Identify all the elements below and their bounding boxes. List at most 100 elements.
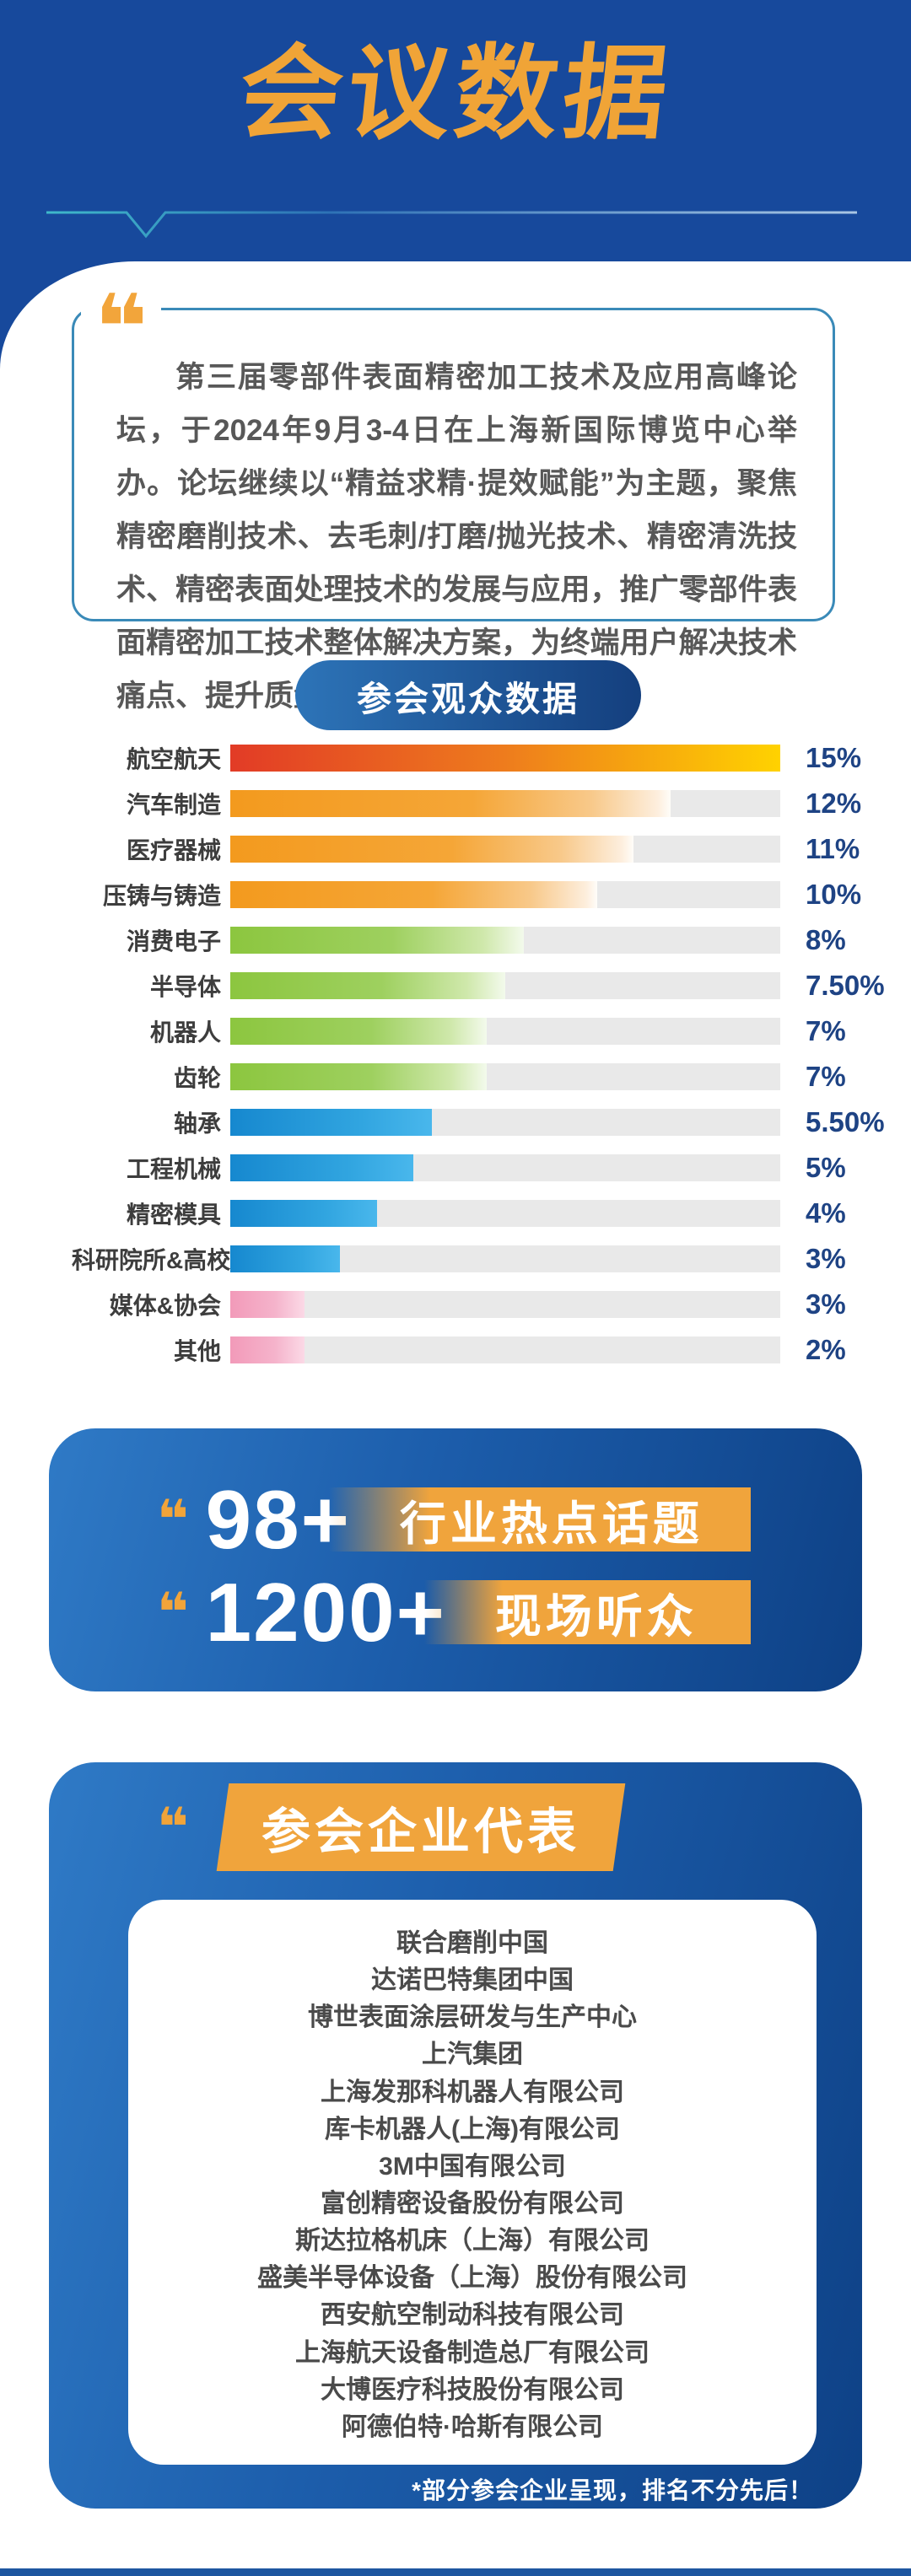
chart-row-bar	[230, 1063, 488, 1090]
company-name: 联合磨削中国	[396, 1929, 548, 1958]
chart-row-label: 航空航天	[126, 746, 221, 772]
intro-paragraph: 第三届零部件表面精密加工技术及应用高峰论坛，于2024年9月3-4日在上海新国际…	[116, 361, 797, 713]
chart-row-label: 媒体&协会	[109, 1293, 221, 1319]
chart-row: 科研院所&高校 3%	[72, 1243, 865, 1274]
company-name: 达诺巴特集团中国	[371, 1966, 574, 1995]
chart-row-value: 15%	[806, 742, 862, 773]
chart-row-value: 11%	[806, 833, 860, 864]
chart-row-value: 7%	[806, 1015, 846, 1046]
chart-row-bar	[230, 790, 671, 817]
chart-row: 机器人 7%	[72, 1015, 865, 1046]
chart-row-track	[230, 745, 780, 772]
company-name: 库卡机器人(上海)有限公司	[325, 2115, 620, 2143]
company-name: 斯达拉格机床（上海）有限公司	[295, 2227, 650, 2256]
chart-row-value: 2%	[806, 1334, 846, 1365]
companies-panel: ❝ 参会企业代表 联合磨削中国 达诺巴特集团中国 博世表面涂层研发与生产中心 上…	[49, 1762, 862, 2509]
company-name: 上海发那科机器人有限公司	[321, 2078, 624, 2106]
stats-list: ❝ 98+ 行业热点话题 ❝ 1200+ 现场听众	[49, 1428, 862, 1654]
chart-row-track	[230, 881, 780, 908]
page-title: 会议数据	[233, 36, 678, 151]
chart-row: 压铸与铸造 10%	[72, 879, 865, 910]
chart-row-label: 精密模具	[126, 1202, 221, 1228]
chart-row-track	[230, 1063, 780, 1090]
chart-row-track	[230, 927, 780, 954]
stat-highlight-band: 行业热点话题	[328, 1487, 751, 1552]
chart-row-bar	[230, 1018, 488, 1045]
chart-row-track	[230, 972, 780, 999]
stat-label: 现场听众	[494, 1590, 698, 1643]
chart-row-value: 3%	[806, 1243, 846, 1274]
chart-row-track	[230, 1154, 780, 1181]
footer-strip	[0, 2568, 911, 2576]
chart-row: 轴承 5.50%	[72, 1106, 885, 1137]
chart-row-value: 10%	[806, 879, 862, 910]
chart-row: 其他 2%	[72, 1334, 865, 1365]
chart-row-value: 3%	[806, 1288, 846, 1320]
chart-row-label: 压铸与铸造	[102, 883, 221, 909]
stat-row: ❝ 98+ 行业热点话题	[157, 1477, 751, 1562]
chart-row-track	[230, 836, 780, 863]
companies-title: 参会企业代表	[261, 1804, 580, 1859]
chart-row-value: 5%	[806, 1152, 846, 1183]
chart-row-bar	[230, 881, 597, 908]
chart-row-track	[230, 790, 780, 817]
chart-row-label: 半导体	[149, 974, 221, 1000]
chart-row-bar	[230, 1200, 378, 1227]
chart-title-badge: 参会观众数据	[295, 660, 641, 730]
company-name: 博世表面涂层研发与生产中心	[308, 2003, 637, 2032]
quote-icon: ❝	[157, 1489, 189, 1550]
company-name: 阿德伯特·哈斯有限公司	[342, 2412, 603, 2441]
chart-row-label: 齿轮	[173, 1065, 221, 1091]
chart-row: 半导体 7.50%	[72, 970, 885, 1001]
header-band	[0, 0, 911, 261]
chart-row-label: 汽车制造	[126, 792, 221, 818]
chart-row-track	[230, 1200, 780, 1227]
company-name: 西安航空制动科技有限公司	[321, 2301, 624, 2330]
title-underline-checkmark	[46, 211, 857, 239]
chart-row-label: 其他	[173, 1338, 221, 1364]
company-name: 大博医疗科技股份有限公司	[321, 2375, 624, 2404]
chart-row-bar	[230, 836, 633, 863]
chart-row-label: 工程机械	[126, 1156, 221, 1182]
intro-quote-box: ❝ 第三届零部件表面精密加工技术及应用高峰论坛，于2024年9月3-4日在上海新…	[72, 282, 835, 713]
chart-row: 医疗器械 11%	[72, 833, 865, 864]
stat-number: 1200+	[205, 1566, 446, 1659]
chart-row: 工程机械 5%	[72, 1152, 865, 1183]
chart-row-value: 5.50%	[806, 1106, 885, 1137]
company-name: 富创精密设备股份有限公司	[321, 2190, 624, 2218]
company-name: 3M中国有限公司	[379, 2152, 566, 2181]
stat-row: ❝ 1200+ 现场听众	[157, 1570, 751, 1654]
companies-header: ❝ 参会企业代表	[157, 1783, 862, 1871]
chart-row-track	[230, 1336, 780, 1363]
company-name: 上海航天设备制造总厂有限公司	[295, 2338, 650, 2367]
companies-card: 联合磨削中国 达诺巴特集团中国 博世表面涂层研发与生产中心 上汽集团 上海发那科…	[128, 1900, 817, 2465]
companies-title-band: 参会企业代表	[216, 1783, 625, 1871]
chart-row-label: 消费电子	[126, 928, 221, 955]
chart-row-bar	[230, 1109, 433, 1136]
chart-row-bar	[230, 972, 505, 999]
chart-row-label: 医疗器械	[126, 837, 221, 863]
audience-bar-chart: 航空航天 15% 汽车制造 12% 医疗器械 11% 压铸与铸造	[72, 742, 885, 1382]
chart-row: 航空航天 15%	[72, 742, 865, 773]
chart-row-track	[230, 1245, 780, 1272]
chart-row-value: 7%	[806, 1061, 846, 1092]
chart-row: 汽车制造 12%	[72, 788, 865, 819]
company-name: 盛美半导体设备（上海）股份有限公司	[257, 2264, 687, 2293]
chart-row: 齿轮 7%	[72, 1061, 865, 1092]
stat-label: 行业热点话题	[399, 1498, 703, 1550]
chart-row-bar	[230, 927, 524, 954]
stat-highlight-band: 现场听众	[423, 1580, 751, 1644]
chart-row-bar	[230, 745, 780, 772]
company-name: 上汽集团	[422, 2041, 523, 2069]
chart-row-bar	[230, 1291, 305, 1318]
chart-title-text: 参会观众数据	[357, 679, 579, 718]
chart-row: 消费电子 8%	[72, 924, 865, 955]
chart-row-value: 12%	[806, 788, 862, 819]
chart-row: 媒体&协会 3%	[72, 1288, 865, 1320]
companies-note: *部分参会企业呈现，排名不分先后！	[412, 2477, 813, 2503]
chart-row-bar	[230, 1336, 305, 1363]
chart-row-label: 轴承	[173, 1111, 221, 1137]
chart-row-value: 8%	[806, 924, 846, 955]
stat-number: 98+	[205, 1473, 351, 1566]
